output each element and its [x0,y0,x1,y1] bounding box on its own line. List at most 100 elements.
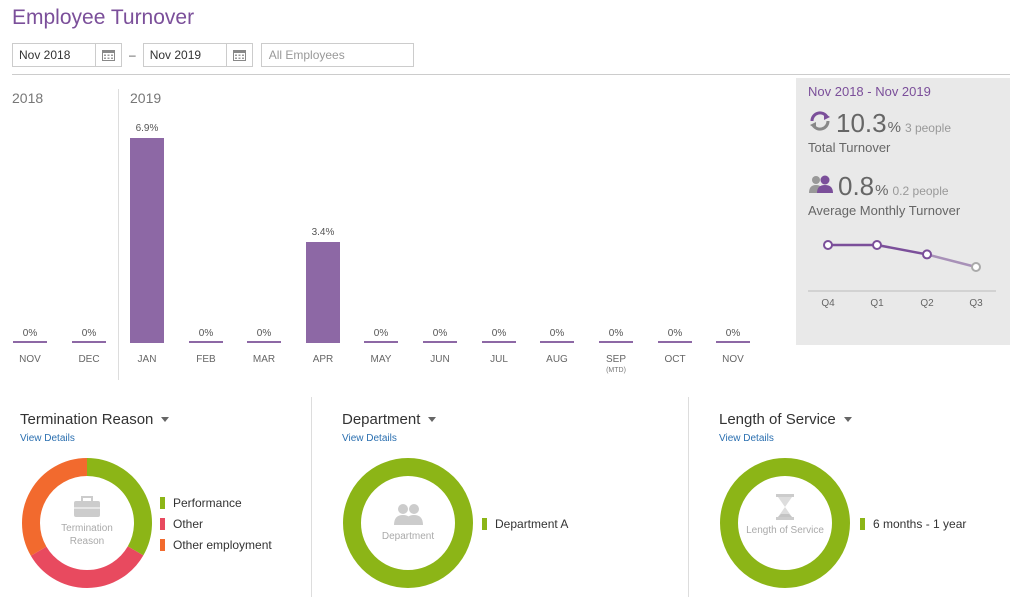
month-tick-label: APR [312,354,334,365]
legend-item[interactable]: 6 months - 1 year [860,513,966,534]
trend-tick-label: Q2 [920,298,934,309]
termination-reason-title[interactable]: Termination Reason [20,411,170,428]
bar-value-label: 0% [725,328,741,339]
legend-item[interactable]: Department A [482,513,568,534]
trend-point[interactable] [971,262,981,272]
month-tick-label: DEC [78,354,100,365]
monthly-turnover-value: 0.8 [838,171,875,201]
total-turnover-kpi: 10.3 % 3 people [808,108,951,139]
total-turnover-people: 3 people [904,121,951,135]
summary-date-range: Nov 2018 - Nov 2019 [808,84,931,99]
month-tick-label: AUG [546,354,568,365]
chart-bar[interactable] [599,341,633,343]
donut-hole [739,477,831,569]
donut-slice[interactable] [22,458,88,556]
donut-slice[interactable] [343,458,473,588]
bar-value-label: 0% [549,328,565,339]
bar-value-label: 0% [432,328,448,339]
monthly-turnover-people: 0.2 people [892,184,949,198]
bar-value-label: 3.4% [311,226,335,238]
donut-slice[interactable] [30,546,144,588]
trend-line-segment [876,243,928,256]
date-filters: Nov 2018 – Nov 2019 All Employees [12,43,414,67]
quarterly-trend-chart: Q4 Q1 Q2 Q3 [808,240,996,309]
refresh-icon [808,110,832,137]
total-turnover-label: Total Turnover [808,140,891,155]
termination-reason-donut[interactable] [21,457,153,589]
people-icon [368,502,448,530]
chart-bar[interactable] [13,341,47,343]
termination-view-details-link[interactable]: View Details [20,433,75,444]
length-of-service-donut[interactable] [719,457,851,589]
department-title[interactable]: Department [342,411,437,428]
donut-center-label: Department [381,531,435,542]
bar-value-label: 0% [198,328,214,339]
total-turnover-value: 10.3 [836,108,887,138]
chart-bar[interactable] [482,341,516,343]
donut-slice[interactable] [720,458,850,588]
chart-bar[interactable] [423,341,457,343]
chevron-down-icon[interactable] [843,417,852,422]
legend-label: 6 months - 1 year [873,516,967,531]
department-legend: Department A [482,513,568,534]
legend-label: Other employment [173,537,272,552]
month-tick-label: NOV [722,354,744,365]
chart-bar[interactable] [658,341,692,343]
year-label-2019: 2019 [130,90,162,106]
monthly-turnover-kpi: 0.8 % 0.2 people [808,171,949,202]
start-date-field[interactable]: Nov 2018 [12,43,122,67]
month-tick-label: JUN [430,354,450,365]
monthly-turnover-unit: % [875,182,889,199]
chart-bar[interactable] [189,341,223,343]
people-icon [808,174,834,199]
end-date-field[interactable]: Nov 2019 [142,43,253,67]
chart-bar[interactable] [364,341,398,343]
page-title: Employee Turnover [12,6,195,29]
donut-slice[interactable] [86,458,152,556]
chart-bar[interactable] [247,341,281,343]
donut-center-label: Length of Service [746,525,824,536]
employee-filter-input[interactable]: All Employees [260,43,414,67]
end-date-value: Nov 2019 [149,48,202,62]
legend-label: Other [173,516,204,531]
total-turnover-unit: % [887,119,901,136]
department-view-details-link[interactable]: View Details [342,433,397,444]
legend-item[interactable]: Other [160,513,272,534]
chart-bar[interactable] [72,341,106,343]
service-view-details-link[interactable]: View Details [719,433,774,444]
monthly-turnover-chart: 2018 2019 0% NOV 0% DEC 6.9% JAN 0% FEB 0% MAR 3.4… [0,75,795,385]
chart-bar[interactable] [716,341,750,343]
chart-bar[interactable] [130,138,164,343]
chart-bar[interactable] [540,341,574,343]
date-separator: – [129,48,136,62]
chevron-down-icon[interactable] [161,417,170,422]
trend-point[interactable] [872,240,882,250]
legend-swatch [160,517,165,530]
length-of-service-title[interactable]: Length of Service [719,411,852,428]
section-title-text: Length of Service [719,411,836,428]
bar-value-label: 0% [667,328,683,339]
legend-swatch [860,517,865,530]
month-tick-label: JUL [490,354,508,365]
chevron-down-icon[interactable] [428,417,437,422]
bar-value-label: 6.9% [135,123,159,134]
section-title-text: Department [342,411,421,428]
legend-item[interactable]: Other employment [160,534,272,555]
bar-value-label: 0% [491,328,507,339]
trend-point[interactable] [823,240,833,250]
department-center: Department [368,502,448,543]
year-divider [118,89,119,380]
calendar-icon[interactable] [95,44,121,66]
bar-value-label: 0% [608,328,624,339]
legend-swatch [160,538,165,551]
chart-bar[interactable] [306,241,340,343]
month-tick-label: OCT [664,354,686,365]
month-tick-label: MAR [252,354,276,365]
calendar-icon[interactable] [225,44,252,66]
bar-value-label: 0% [373,328,389,339]
month-tick-label: MAY [370,354,392,365]
trend-point[interactable] [922,249,932,260]
donut-hole [41,477,133,569]
service-legend: 6 months - 1 year [860,513,966,534]
legend-item[interactable]: Performance [160,492,272,513]
